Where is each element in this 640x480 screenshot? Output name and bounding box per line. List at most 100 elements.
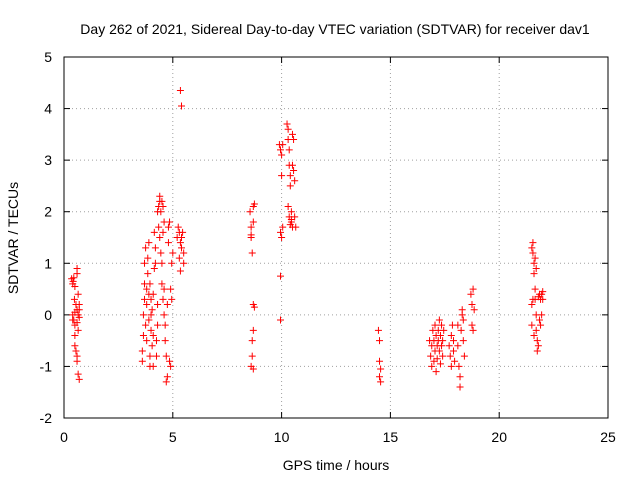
data-point (158, 259, 166, 267)
data-point (168, 259, 176, 267)
data-point (73, 319, 81, 327)
y-tick-label: 5 (44, 49, 52, 65)
data-point (278, 172, 286, 180)
data-point (143, 337, 151, 345)
data-point (149, 362, 157, 370)
data-point (69, 311, 77, 319)
data-point (376, 373, 384, 381)
data-point (146, 280, 154, 288)
data-point (278, 234, 286, 241)
data-point (292, 223, 300, 231)
data-point (150, 228, 158, 236)
data-point (288, 161, 296, 169)
data-point (151, 244, 159, 252)
data-point (139, 311, 147, 319)
data-point (427, 352, 435, 360)
data-point (162, 378, 170, 386)
data-point (445, 342, 453, 350)
data-point (248, 352, 256, 360)
data-point (291, 177, 299, 185)
data-point (277, 146, 285, 154)
data-point (530, 270, 538, 278)
data-point (528, 301, 536, 309)
data-point (374, 326, 382, 334)
data-point (155, 223, 163, 231)
data-point (143, 285, 151, 293)
data-point (147, 326, 155, 334)
data-point (73, 357, 81, 365)
data-point (164, 223, 172, 231)
data-point (468, 301, 476, 309)
data-point (145, 239, 153, 247)
data-point (248, 337, 256, 345)
data-point (250, 200, 258, 208)
x-tick-label: 25 (600, 429, 616, 445)
data-point (138, 347, 146, 355)
data-point (439, 337, 447, 345)
data-point (286, 182, 294, 190)
data-point (435, 347, 443, 355)
data-point (159, 228, 167, 236)
data-point (451, 357, 459, 365)
data-point (535, 316, 543, 324)
data-point (149, 290, 157, 298)
data-point (377, 378, 385, 386)
data-point (71, 342, 79, 350)
data-point (154, 301, 162, 309)
data-point (72, 347, 80, 355)
data-point (460, 352, 468, 360)
data-point (148, 306, 156, 314)
data-point (159, 203, 167, 211)
data-point (141, 295, 149, 303)
data-point (144, 270, 152, 278)
data-point (159, 295, 167, 303)
data-point (169, 249, 177, 257)
data-point (164, 239, 172, 247)
data-point (469, 285, 477, 293)
data-point (279, 141, 287, 149)
data-point (436, 360, 444, 368)
data-point (376, 357, 384, 365)
data-point (69, 277, 77, 285)
data-point (174, 223, 182, 231)
data-point (249, 326, 257, 334)
data-point (180, 259, 188, 267)
data-point (467, 290, 475, 298)
data-point (454, 321, 462, 329)
data-point (438, 342, 446, 350)
data-point (530, 259, 538, 267)
data-point (529, 249, 537, 257)
y-tick-label: 0 (44, 307, 52, 323)
data-point (152, 352, 160, 360)
y-tick-label: 4 (44, 101, 52, 117)
y-tick-label: 3 (44, 152, 52, 168)
data-point (528, 244, 536, 252)
x-tick-label: 0 (60, 429, 68, 445)
data-point (533, 347, 541, 355)
data-point (247, 223, 255, 231)
data-point (248, 249, 256, 257)
data-point (539, 295, 547, 303)
data-point (247, 231, 255, 239)
x-axis-label: GPS time / hours (283, 457, 390, 473)
data-point (446, 352, 454, 360)
data-point (151, 259, 159, 267)
data-point (249, 218, 257, 226)
data-point (283, 120, 291, 128)
data-point (279, 223, 287, 231)
data-point (75, 313, 83, 321)
data-point (438, 321, 446, 329)
data-point (176, 239, 184, 247)
data-point (468, 321, 476, 329)
data-point (534, 342, 542, 350)
data-point (450, 337, 458, 345)
y-tick-label: 1 (44, 255, 52, 271)
data-point (139, 331, 147, 339)
data-point (532, 326, 540, 334)
tick-labels: 0 5 10 15 20 25 -2 -1 0 1 2 3 4 5 (40, 49, 616, 445)
data-point (447, 331, 455, 339)
data-point (286, 221, 294, 229)
data-point (71, 282, 79, 290)
data-point (287, 208, 295, 216)
data-point (432, 368, 440, 376)
